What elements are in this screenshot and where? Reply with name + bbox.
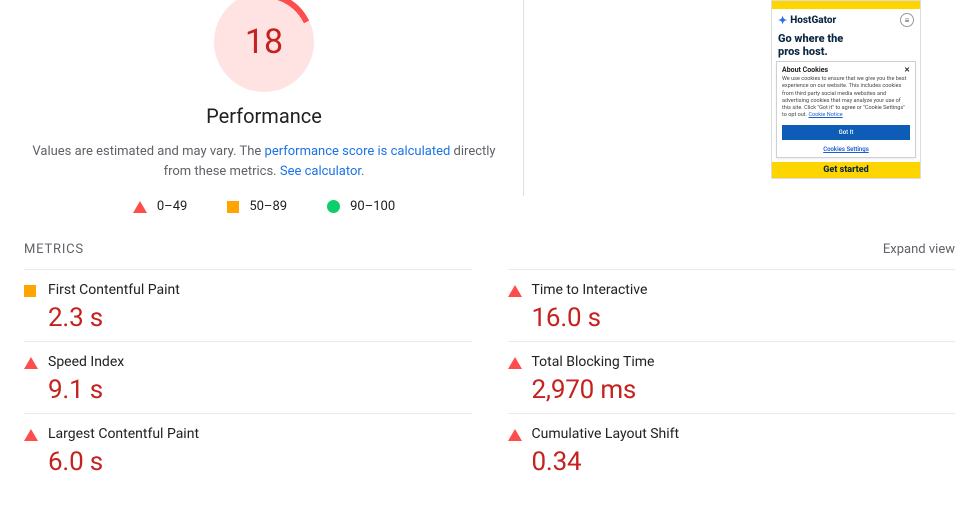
cookie-body-text: We use cookies to ensure that we give yo… bbox=[782, 76, 906, 118]
metrics-section-label: METRICS bbox=[24, 242, 84, 257]
metric-cls: Cumulative Layout Shift 0.34 bbox=[508, 413, 956, 485]
metric-lcp: Largest Contentful Paint 6.0 s bbox=[24, 413, 472, 485]
cookie-notice-link: Cookie Notice bbox=[808, 112, 842, 118]
slogan-line-2: pros host. bbox=[778, 46, 914, 59]
legend-poor: 0–49 bbox=[133, 199, 187, 214]
hamburger-icon: ≡ bbox=[900, 13, 914, 27]
metric-value: 2.3 s bbox=[48, 303, 472, 333]
legend-poor-range: 0–49 bbox=[157, 199, 187, 214]
metric-tbt: Total Blocking Time 2,970 ms bbox=[508, 341, 956, 413]
performance-title: Performance bbox=[206, 104, 322, 128]
legend-good-range: 90–100 bbox=[350, 199, 395, 214]
metric-name: Cumulative Layout Shift bbox=[532, 426, 956, 442]
performance-note-end: . bbox=[361, 164, 364, 179]
cookie-settings-link: Cookies Settings bbox=[782, 146, 910, 153]
indicator-icon bbox=[508, 354, 532, 373]
legend-average-range: 50–89 bbox=[249, 199, 287, 214]
metric-name: Speed Index bbox=[48, 354, 472, 370]
vertical-divider bbox=[523, 0, 524, 196]
gator-icon: ✦ bbox=[778, 14, 787, 27]
page-screenshot-preview: ✦ HostGator ≡ Go where the pros host. Ab… bbox=[771, 0, 931, 226]
metric-value: 2,970 ms bbox=[532, 375, 956, 405]
metrics-column-right: Time to Interactive 16.0 s Total Blockin… bbox=[508, 269, 956, 485]
score-legend: 0–49 50–89 90–100 bbox=[133, 199, 395, 214]
circle-icon bbox=[327, 200, 340, 213]
performance-gauge: 18 bbox=[214, 0, 314, 92]
indicator-icon bbox=[508, 282, 532, 301]
metric-fcp: First Contentful Paint 2.3 s bbox=[24, 269, 472, 341]
close-icon: ✕ bbox=[904, 66, 910, 74]
legend-average: 50–89 bbox=[227, 199, 287, 214]
performance-score: 18 bbox=[245, 22, 283, 62]
metrics-grid: First Contentful Paint 2.3 s Speed Index… bbox=[0, 269, 979, 485]
expand-view-toggle[interactable]: Expand view bbox=[883, 242, 955, 257]
indicator-icon bbox=[508, 426, 532, 445]
metric-tti: Time to Interactive 16.0 s bbox=[508, 269, 956, 341]
metric-value: 16.0 s bbox=[532, 303, 956, 333]
get-started-cta: Get started bbox=[772, 162, 920, 178]
screenshot-brand: ✦ HostGator bbox=[778, 14, 836, 27]
performance-summary: 18 Performance Values are estimated and … bbox=[24, 0, 504, 226]
cookie-body: We use cookies to ensure that we give yo… bbox=[782, 76, 910, 119]
legend-good: 90–100 bbox=[327, 199, 395, 214]
metrics-column-left: First Contentful Paint 2.3 s Speed Index… bbox=[24, 269, 472, 485]
performance-note: Values are estimated and may vary. The p… bbox=[24, 142, 504, 181]
performance-score-calc-link[interactable]: performance score is calculated bbox=[265, 144, 451, 159]
phone-frame: ✦ HostGator ≡ Go where the pros host. Ab… bbox=[771, 0, 921, 179]
cookie-consent-card: About Cookies ✕ We use cookies to ensure… bbox=[776, 61, 916, 158]
brand-text: HostGator bbox=[790, 15, 836, 26]
slogan-line-1: Go where the bbox=[778, 33, 914, 46]
screenshot-header: ✦ HostGator ≡ bbox=[772, 9, 920, 31]
metric-name: Largest Contentful Paint bbox=[48, 426, 472, 442]
metric-value: 6.0 s bbox=[48, 447, 472, 477]
indicator-icon bbox=[24, 282, 48, 301]
cookie-title: About Cookies bbox=[782, 66, 828, 74]
indicator-icon bbox=[24, 354, 48, 373]
screenshot-slogan: Go where the pros host. bbox=[772, 31, 920, 58]
metric-name: First Contentful Paint bbox=[48, 282, 472, 298]
metric-value: 0.34 bbox=[532, 447, 956, 477]
metric-value: 9.1 s bbox=[48, 375, 472, 405]
metric-si: Speed Index 9.1 s bbox=[24, 341, 472, 413]
see-calculator-link[interactable]: See calculator bbox=[280, 164, 361, 179]
got-it-button: Got It bbox=[782, 125, 910, 140]
metric-name: Time to Interactive bbox=[532, 282, 956, 298]
square-icon bbox=[227, 201, 239, 213]
indicator-icon bbox=[24, 426, 48, 445]
screenshot-top-bar bbox=[772, 1, 920, 9]
metric-name: Total Blocking Time bbox=[532, 354, 956, 370]
performance-note-text-1: Values are estimated and may vary. The bbox=[32, 144, 264, 159]
triangle-icon bbox=[133, 201, 147, 213]
